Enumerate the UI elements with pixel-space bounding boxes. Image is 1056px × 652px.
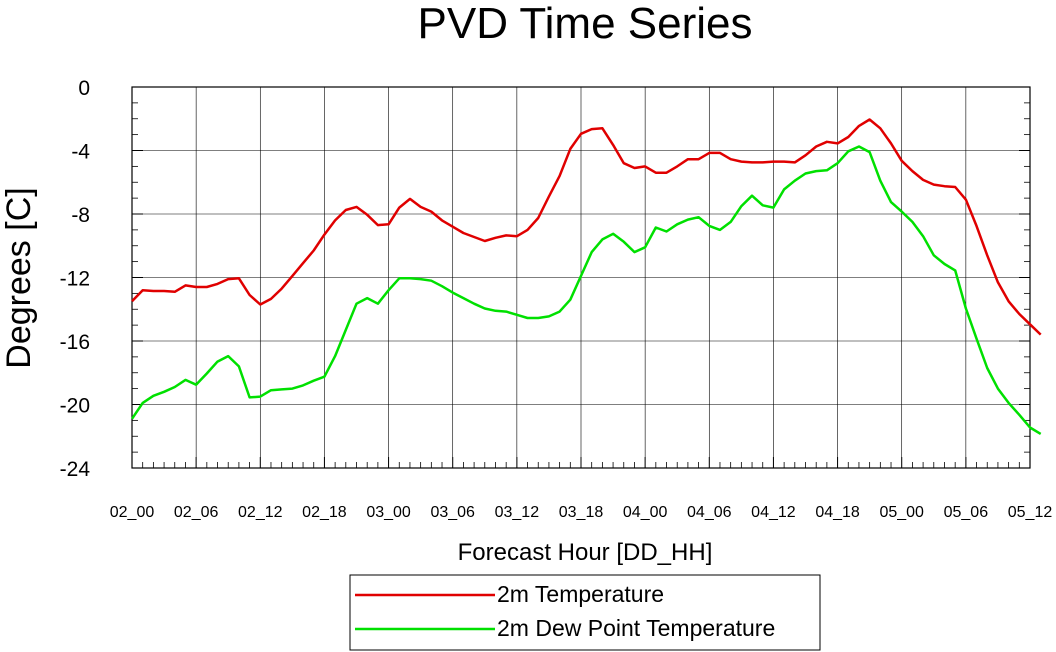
plot-frame bbox=[131, 86, 1031, 469]
y-axis-label: Degrees [C] bbox=[0, 187, 38, 368]
y-tick-label: 0 bbox=[78, 77, 90, 100]
chart-title: PVD Time Series bbox=[418, 0, 753, 48]
y-tick-label: -12 bbox=[60, 268, 90, 291]
x-tick-label: 03_00 bbox=[366, 504, 411, 521]
x-tick-label: 03_12 bbox=[495, 504, 540, 521]
y-tick-label: -8 bbox=[71, 204, 90, 227]
x-tick-label: 02_18 bbox=[302, 504, 347, 521]
x-axis-label: Forecast Hour [DD_HH] bbox=[458, 539, 713, 566]
legend-label-dew-point: 2m Dew Point Temperature bbox=[497, 615, 775, 641]
x-tick-label: 04_00 bbox=[623, 504, 668, 521]
x-tick-label: 05_00 bbox=[879, 504, 924, 521]
legend: 2m Temperature 2m Dew Point Temperature bbox=[349, 574, 821, 651]
x-tick-label: 04_12 bbox=[751, 504, 796, 521]
x-tick-label: 04_18 bbox=[815, 504, 860, 521]
x-tick-label: 02_06 bbox=[174, 504, 219, 521]
x-tick-label: 02_12 bbox=[238, 504, 283, 521]
y-tick-label: -24 bbox=[60, 458, 91, 481]
series-lines bbox=[130, 118, 1042, 435]
x-tick-label: 05_06 bbox=[944, 504, 989, 521]
y-tick-label: -4 bbox=[71, 141, 90, 164]
y-tick-label: -20 bbox=[60, 395, 90, 418]
legend-box bbox=[349, 574, 821, 651]
x-tick-label: 05_12 bbox=[1008, 504, 1053, 521]
x-tick-label: 02_00 bbox=[110, 504, 155, 521]
y-tick-labels: 0 -4 -8 -12 -16 -20 -24 bbox=[60, 77, 91, 481]
legend-label-temperature: 2m Temperature bbox=[497, 581, 664, 607]
x-tick-label: 03_18 bbox=[559, 504, 604, 521]
x-tick-labels: 02_00 02_06 02_12 02_18 03_00 03_06 03_12 03_18… bbox=[110, 504, 1053, 521]
x-tick-label: 03_06 bbox=[430, 504, 475, 521]
y-tick-label: -16 bbox=[60, 331, 90, 354]
series-line-temperature bbox=[131, 118, 1042, 336]
series-line-dew-point bbox=[130, 145, 1042, 435]
x-tick-label: 04_06 bbox=[687, 504, 732, 521]
